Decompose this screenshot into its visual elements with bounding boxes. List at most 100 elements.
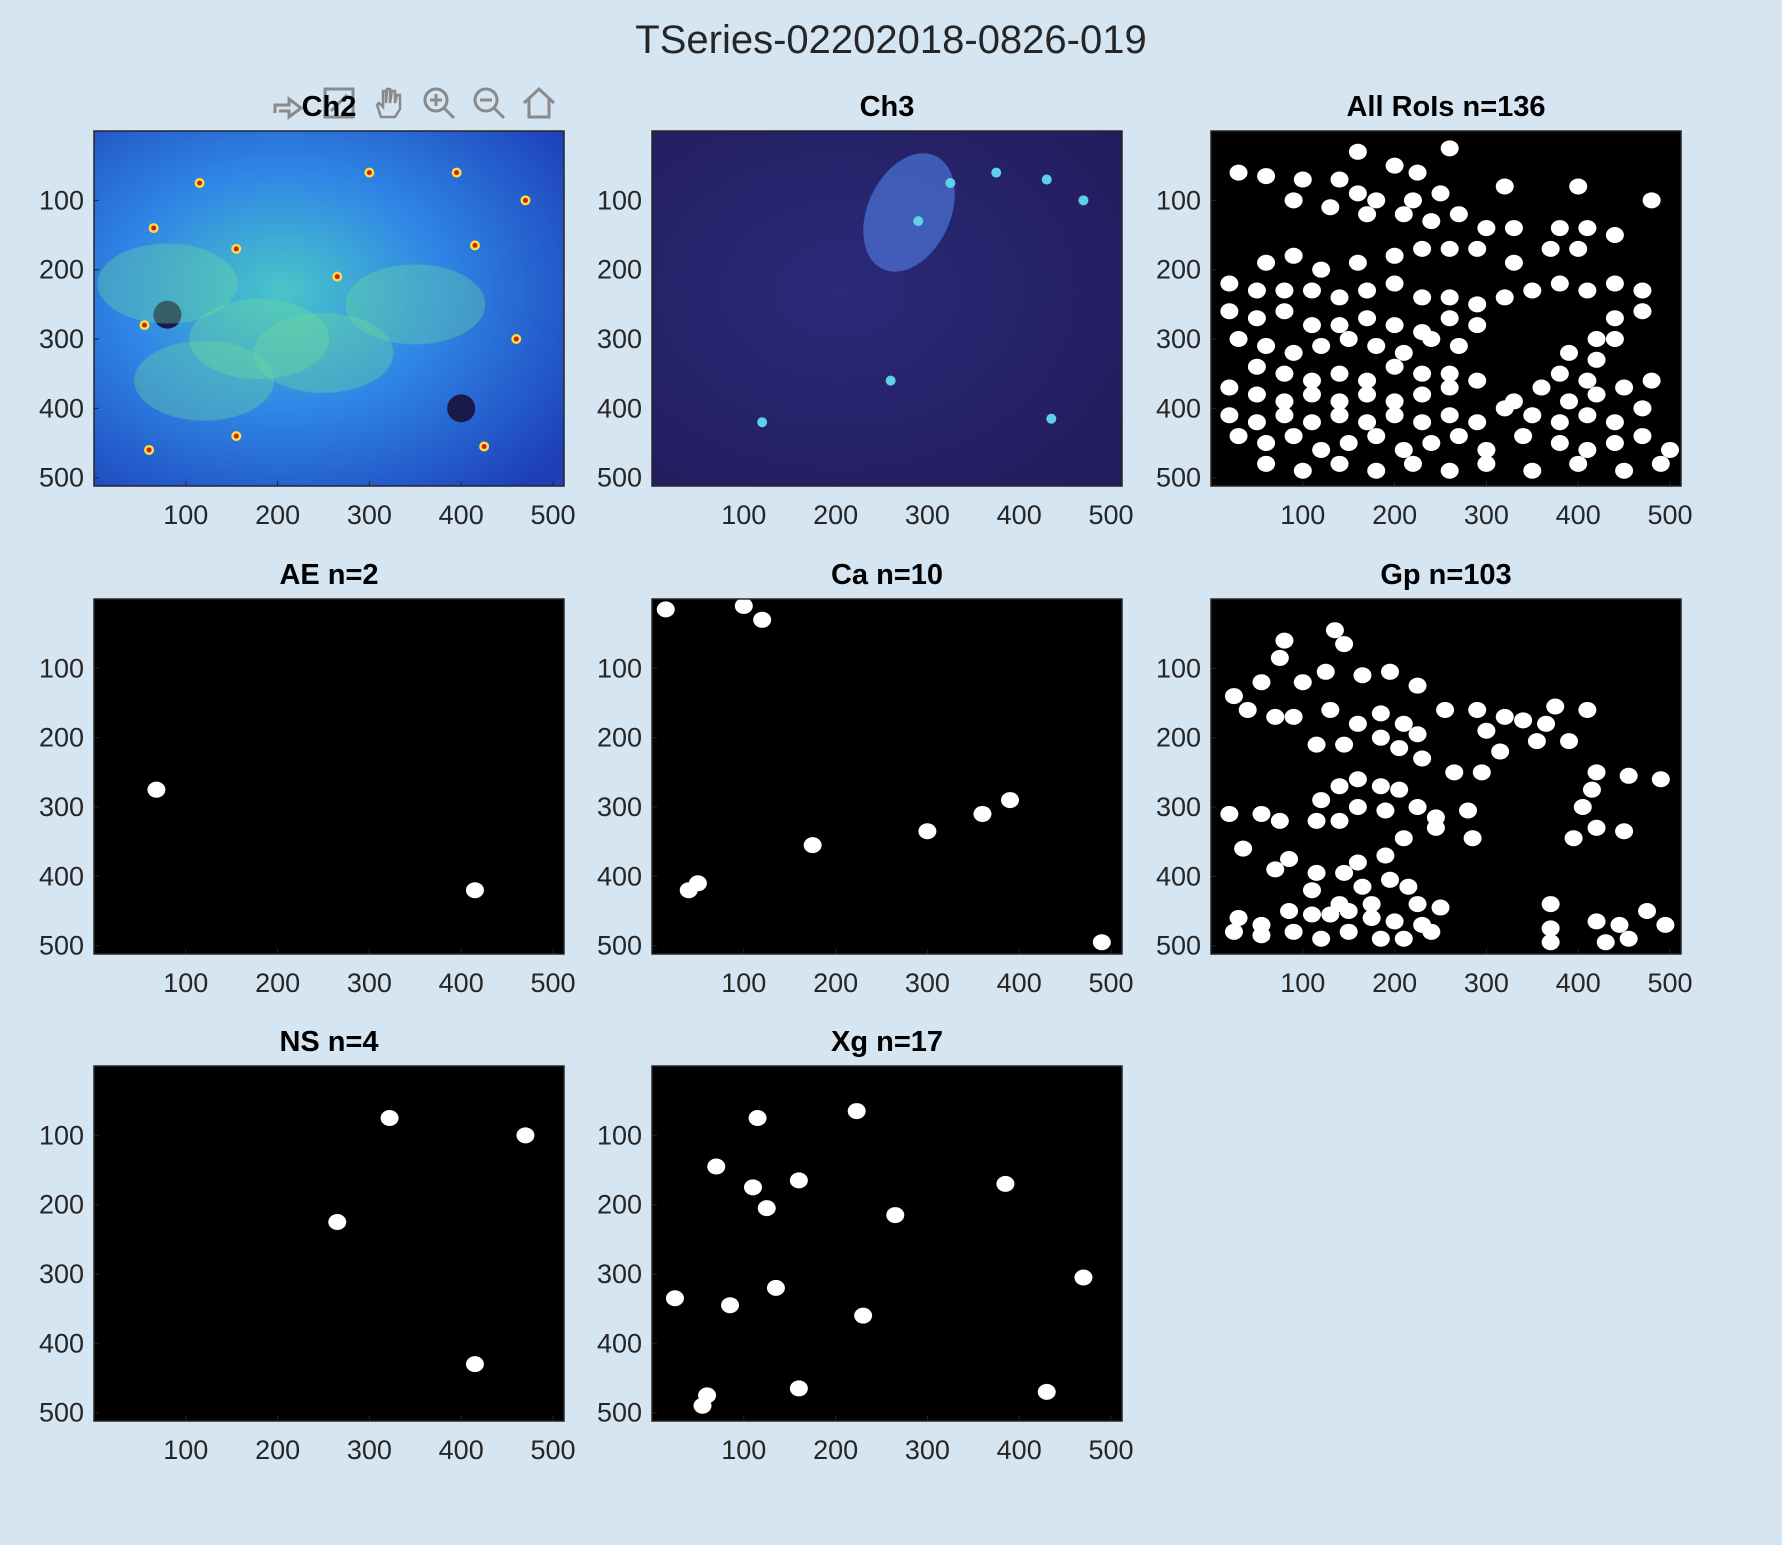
signal-region (189, 299, 330, 380)
roi (1330, 812, 1349, 829)
roi (1605, 227, 1624, 244)
x-tick-label: 200 (813, 1435, 858, 1465)
zoom-out-button[interactable] (468, 80, 510, 126)
roi (1615, 379, 1634, 396)
roi (1358, 414, 1377, 431)
roi (1381, 871, 1400, 888)
x-tick-label: 200 (255, 500, 300, 530)
roi (1445, 764, 1464, 781)
roi (1371, 729, 1390, 746)
roi (1302, 317, 1321, 334)
roi (1293, 462, 1312, 479)
roi (1266, 708, 1285, 725)
roi (1523, 282, 1542, 299)
roi (1605, 310, 1624, 327)
roi (1578, 441, 1597, 458)
x-tick-label: 400 (997, 500, 1042, 530)
roi (1422, 923, 1441, 940)
roi (1619, 930, 1638, 947)
x-tick-label: 300 (1464, 500, 1509, 530)
roi (1220, 379, 1239, 396)
axes-frame (93, 130, 565, 487)
roi (1339, 903, 1358, 920)
zoom-in-button[interactable] (418, 80, 460, 126)
axes-ae-n-2[interactable]: 100 200 300 400 500 100 200 300 400 500 (24, 598, 576, 1014)
roi (1582, 781, 1601, 798)
roi (1312, 930, 1331, 947)
y-tick-label: 100 (1156, 185, 1201, 215)
roi (1362, 896, 1381, 913)
axes-gp-n-103[interactable]: 100 200 300 400 500 100 200 300 400 500 (1141, 598, 1693, 1014)
axes-ns-n-4[interactable]: 100 200 300 400 500 100 200 300 400 500 (24, 1065, 576, 1481)
roi (1229, 164, 1248, 181)
x-tick-label: 400 (439, 500, 484, 530)
hotspot-core (197, 180, 203, 186)
roi (1275, 365, 1294, 382)
axes-ch2[interactable]: 100 200 300 400 500 100 200 300 400 500 (24, 130, 576, 546)
roi (1348, 254, 1367, 271)
data-brush-button[interactable] (318, 80, 360, 126)
axes-frame (651, 598, 1123, 955)
roi (1468, 296, 1487, 313)
y-tick-label: 100 (597, 653, 642, 683)
dark-blob (447, 394, 476, 423)
panel-title-gp-n-103: Gp n=103 (1380, 559, 1512, 591)
roi (1247, 358, 1266, 375)
roi (886, 1207, 905, 1224)
roi (1440, 462, 1459, 479)
roi (1550, 435, 1569, 452)
hotspot-core (481, 443, 487, 449)
roi (1358, 282, 1377, 299)
y-tick-label: 300 (597, 1259, 642, 1289)
home-icon (522, 86, 556, 119)
roi (1477, 441, 1496, 458)
roi (1330, 289, 1349, 306)
roi (1284, 344, 1303, 361)
x-tick-label: 100 (721, 968, 766, 998)
axes-ch3[interactable]: 100 200 300 400 500 100 200 300 400 500 (582, 130, 1134, 546)
roi (1413, 240, 1432, 257)
hotspot (945, 178, 956, 189)
x-tick-label: 200 (813, 968, 858, 998)
axes-ca-n-10[interactable]: 100 200 300 400 500 100 200 300 400 500 (582, 598, 1134, 1014)
export-button[interactable] (268, 80, 310, 126)
y-tick-label: 400 (39, 393, 84, 423)
roi (1371, 930, 1390, 947)
roi (1394, 344, 1413, 361)
roi (1440, 407, 1459, 424)
roi (1523, 407, 1542, 424)
roi (1408, 896, 1427, 913)
roi (1440, 379, 1459, 396)
pan-button[interactable] (368, 80, 410, 126)
roi (1312, 337, 1331, 354)
roi (1633, 303, 1652, 320)
axes-frame (1210, 130, 1682, 487)
roi (734, 599, 753, 614)
roi (1651, 455, 1670, 472)
y-tick-label: 200 (39, 255, 84, 285)
x-tick-label: 300 (347, 968, 392, 998)
roi (1587, 819, 1606, 836)
mask-background (94, 599, 564, 954)
roi (1275, 407, 1294, 424)
roi (1504, 254, 1523, 271)
roi (1394, 206, 1413, 223)
roi (1247, 414, 1266, 431)
roi (1385, 358, 1404, 375)
axes-xg-n-17[interactable]: 100 200 300 400 500 100 200 300 400 500 (582, 1065, 1134, 1481)
roi (1247, 282, 1266, 299)
panel-title-xg-n-17: Xg n=17 (830, 1026, 944, 1058)
axes-all-rois-n-136[interactable]: 100 200 300 400 500 100 200 300 400 500 (1141, 130, 1693, 546)
roi (1495, 708, 1514, 725)
roi (1358, 310, 1377, 327)
roi (1224, 923, 1243, 940)
restore-view-button[interactable] (518, 80, 560, 126)
x-tick-label: 400 (439, 1435, 484, 1465)
x-tick-label: 500 (1088, 968, 1133, 998)
x-tick-label: 300 (1464, 968, 1509, 998)
roi (1348, 715, 1367, 732)
hotspot-core (141, 322, 147, 328)
roi (1541, 240, 1560, 257)
roi (1220, 407, 1239, 424)
panel-title-ae-n-2: AE n=2 (279, 559, 379, 591)
